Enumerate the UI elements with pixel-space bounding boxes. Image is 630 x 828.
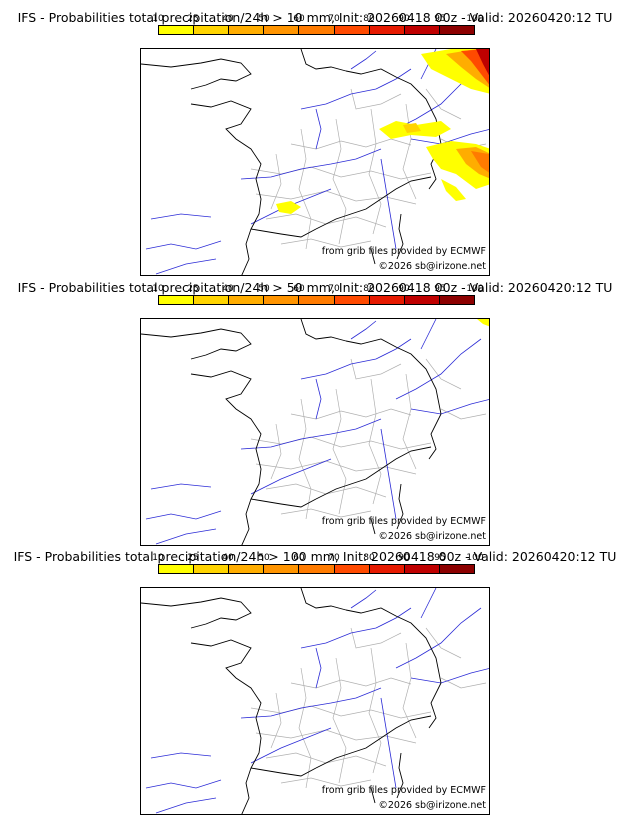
colorbar-segment [229, 296, 265, 304]
colorbar [158, 564, 475, 574]
colorbar-tick: 60 [293, 553, 305, 563]
colorbar-tick: 10 [152, 284, 164, 294]
copyright-credit: ©2026 sb@irizone.net [378, 261, 486, 272]
colorbar-tick: 10 [152, 14, 164, 24]
colorbar-tick: 40 [222, 14, 234, 24]
map-area: from grib files provided by ECMWF ©2026 … [140, 48, 490, 276]
colorbar-segment [404, 26, 440, 34]
colorbar-tick: 10 [152, 553, 164, 563]
colorbar-segment [439, 296, 474, 304]
colorbar-tick: 100 [466, 553, 484, 563]
colorbar-segment [264, 26, 300, 34]
colorbar-tick: 60 [293, 284, 305, 294]
colorbar-tick: 25 [187, 553, 199, 563]
colorbar-segment [229, 565, 265, 573]
colorbar-tick: 80 [363, 553, 375, 563]
colorbar-tick: 40 [222, 284, 234, 294]
colorbar-tick: 95 [434, 284, 446, 294]
colorbar-segment [439, 26, 474, 34]
colorbar [158, 25, 475, 35]
map-panel-100mm: IFS - Probabilities total precipitation/… [0, 539, 630, 815]
colorbar-segment [159, 296, 195, 304]
colorbar-segment [334, 565, 370, 573]
colorbar-tick: 70 [328, 284, 340, 294]
colorbar-tick: 90 [398, 553, 410, 563]
precip-areas [477, 319, 489, 327]
colorbar-segment [299, 26, 335, 34]
colorbar-tick: 95 [434, 553, 446, 563]
colorbar-tick: 25 [187, 14, 199, 24]
colorbar-tick: 90 [398, 14, 410, 24]
colorbar-tick: 25 [187, 284, 199, 294]
map-area: from grib files provided by ECMWF ©2026 … [140, 318, 490, 546]
france-basemap [141, 49, 489, 275]
map-area: from grib files provided by ECMWF ©2026 … [140, 587, 490, 815]
source-credit: from grib files provided by ECMWF [321, 785, 486, 796]
colorbar-segment [369, 565, 405, 573]
colorbar-tick: 100 [466, 284, 484, 294]
colorbar-tick: 70 [328, 553, 340, 563]
colorbar-segment [299, 296, 335, 304]
france-basemap [141, 319, 489, 545]
panel-title: IFS - Probabilities total precipitation/… [13, 549, 617, 564]
colorbar-tick: 80 [363, 14, 375, 24]
france-basemap [141, 588, 489, 814]
colorbar-segment [264, 565, 300, 573]
colorbar-segment [369, 296, 405, 304]
colorbar-segment [229, 26, 265, 34]
colorbar-segment [334, 296, 370, 304]
colorbar-tick: 95 [434, 14, 446, 24]
colorbar-tick: 40 [222, 553, 234, 563]
map-panel-10mm: IFS - Probabilities total precipitation/… [0, 0, 630, 276]
copyright-credit: ©2026 sb@irizone.net [378, 800, 486, 811]
colorbar-segment [159, 26, 195, 34]
precip-areas [276, 49, 489, 214]
colorbar-segment [194, 565, 230, 573]
colorbar-tick: 90 [398, 284, 410, 294]
colorbar-segment [264, 296, 300, 304]
colorbar-segment [194, 296, 230, 304]
source-credit: from grib files provided by ECMWF [321, 516, 486, 527]
panel-title: IFS - Probabilities total precipitation/… [17, 10, 613, 25]
colorbar-tick: 60 [293, 14, 305, 24]
colorbar-tick: 50 [258, 14, 270, 24]
colorbar [158, 295, 475, 305]
colorbar-segment [159, 565, 195, 573]
colorbar-segment [334, 26, 370, 34]
colorbar-segment [404, 296, 440, 304]
source-credit: from grib files provided by ECMWF [321, 246, 486, 257]
colorbar-segment [404, 565, 440, 573]
colorbar-tick: 50 [258, 553, 270, 563]
copyright-credit: ©2026 sb@irizone.net [378, 531, 486, 542]
colorbar-tick: 70 [328, 14, 340, 24]
colorbar-segment [299, 565, 335, 573]
colorbar-segment [369, 26, 405, 34]
panel-title: IFS - Probabilities total precipitation/… [17, 280, 613, 295]
colorbar-segment [194, 26, 230, 34]
colorbar-segment [439, 565, 474, 573]
map-panel-50mm: IFS - Probabilities total precipitation/… [0, 270, 630, 546]
colorbar-tick: 100 [466, 14, 484, 24]
colorbar-tick: 50 [258, 284, 270, 294]
colorbar-tick: 80 [363, 284, 375, 294]
